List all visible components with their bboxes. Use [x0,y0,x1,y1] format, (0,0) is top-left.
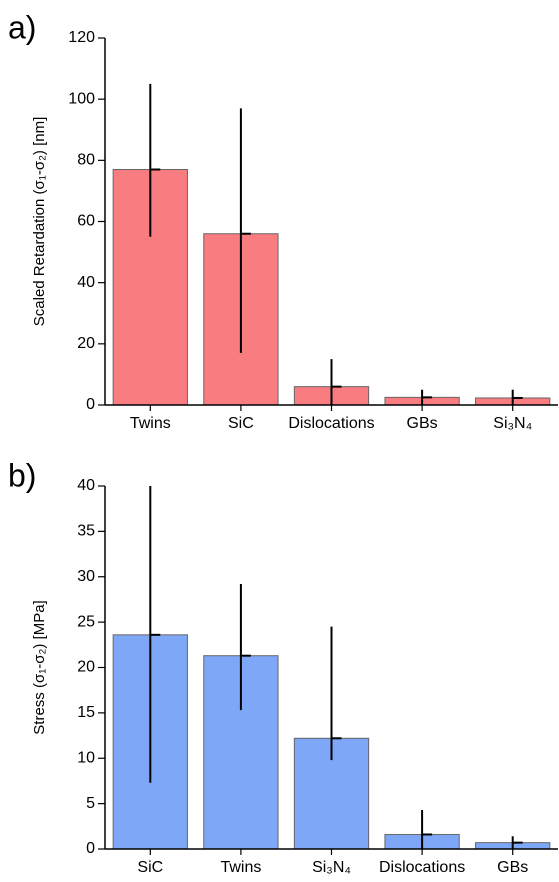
x-tick-label: GBs [407,415,438,432]
x-tick-label: Si₃N₄ [493,415,532,432]
y-tick-label: 120 [68,29,95,46]
panel-label: b) [8,457,36,493]
y-tick-label: 0 [86,396,95,413]
y-tick-label: 60 [77,213,95,230]
y-axis-label: Scaled Retardation (σ₁-σ₂) [nm] [31,117,48,326]
y-tick-label: 5 [86,795,95,812]
y-axis-label: Stress (σ₁-σ₂) [MPa] [31,600,48,734]
x-tick-label: GBs [497,859,528,876]
y-tick-label: 100 [68,90,95,107]
x-tick-label: Si₃N₄ [312,859,351,876]
y-tick-label: 40 [77,477,95,494]
y-tick-label: 35 [77,523,95,540]
y-tick-label: 20 [77,659,95,676]
y-tick-label: 10 [77,749,95,766]
x-tick-label: SiC [228,415,254,432]
y-tick-label: 25 [77,613,95,630]
y-tick-label: 30 [77,568,95,585]
x-tick-label: SiC [137,859,163,876]
y-tick-label: 20 [77,335,95,352]
x-tick-label: Dislocations [288,415,374,432]
panel-label: a) [8,9,36,45]
x-tick-label: Dislocations [379,859,465,876]
x-tick-label: Twins [220,859,261,876]
y-tick-label: 80 [77,152,95,169]
y-tick-label: 0 [86,840,95,857]
x-tick-label: Twins [130,415,171,432]
y-tick-label: 40 [77,274,95,291]
y-tick-label: 15 [77,704,95,721]
